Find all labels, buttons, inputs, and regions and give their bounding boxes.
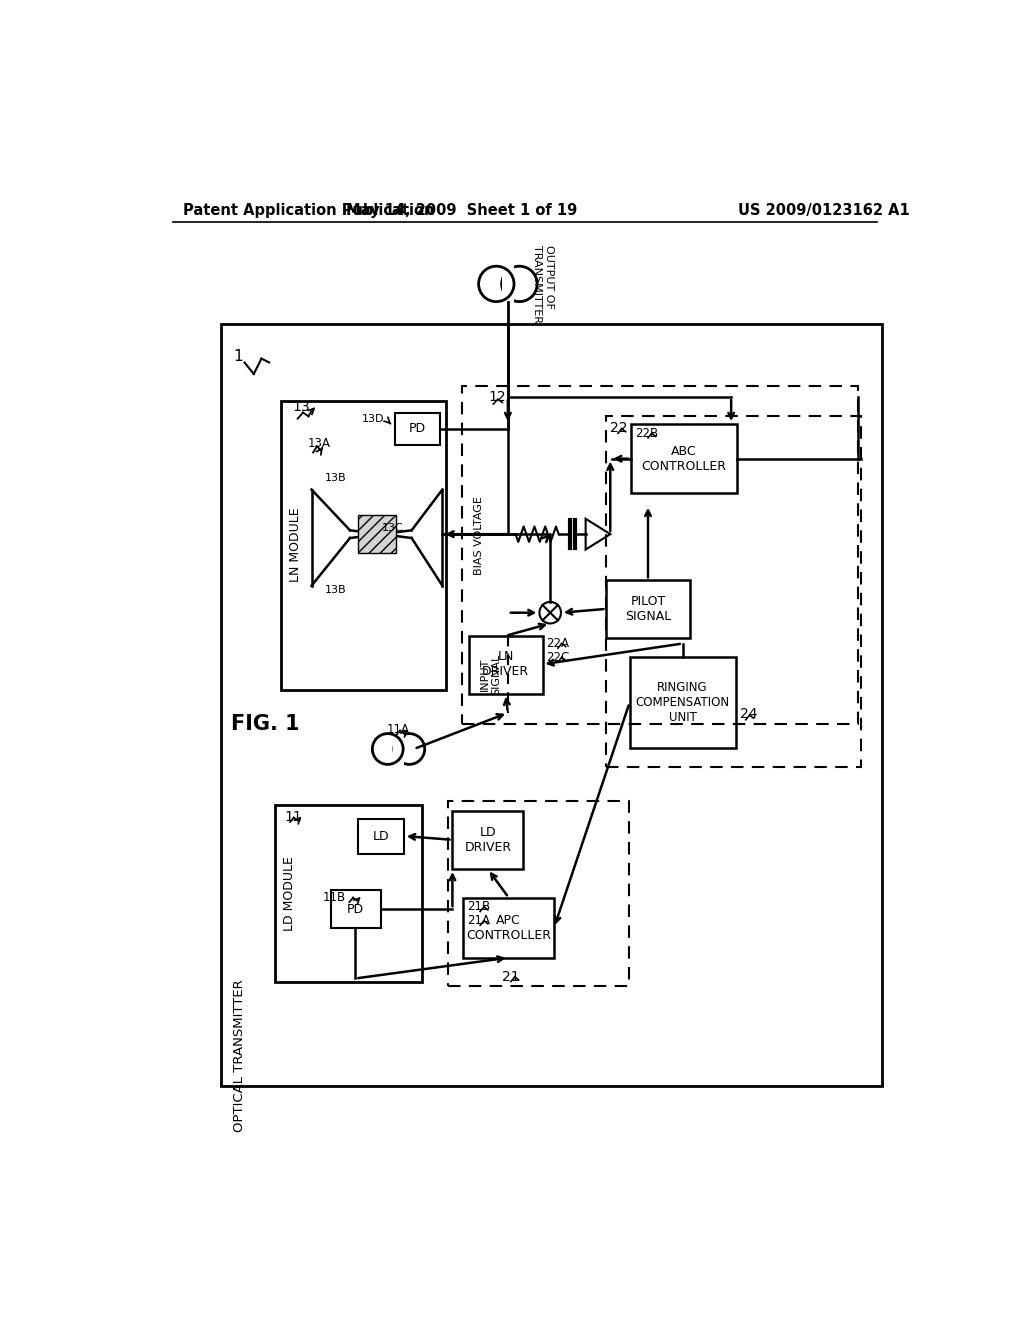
Text: 11A: 11A <box>387 723 410 737</box>
Text: OUTPUT OF
TRANSMITTER: OUTPUT OF TRANSMITTER <box>532 246 554 323</box>
Text: LD MODULE: LD MODULE <box>284 857 297 931</box>
Text: 22B: 22B <box>635 426 658 440</box>
Text: PILOT
SIGNAL: PILOT SIGNAL <box>625 595 671 623</box>
Text: Patent Application Publication: Patent Application Publication <box>183 203 434 218</box>
Text: 13C: 13C <box>382 523 403 533</box>
Text: 21B: 21B <box>467 900 490 913</box>
Text: OPTICAL TRANSMITTER: OPTICAL TRANSMITTER <box>233 979 247 1131</box>
Bar <box>275 805 422 982</box>
Text: 21A: 21A <box>467 915 490 927</box>
Text: RINGING
COMPENSATION
UNIT: RINGING COMPENSATION UNIT <box>636 681 730 725</box>
Text: APC
CONTROLLER: APC CONTROLLER <box>466 913 551 941</box>
Text: 13A: 13A <box>307 437 331 450</box>
Bar <box>357 818 403 854</box>
Bar <box>221 323 882 1086</box>
Bar <box>606 581 689 638</box>
Text: LN
DRIVER: LN DRIVER <box>482 651 529 678</box>
Text: 24: 24 <box>739 708 757 721</box>
Text: 22: 22 <box>610 421 628 434</box>
Text: 11: 11 <box>285 809 302 824</box>
Bar <box>395 413 440 445</box>
Text: ABC
CONTROLLER: ABC CONTROLLER <box>642 445 727 473</box>
Bar <box>447 801 629 986</box>
Text: PD: PD <box>410 422 426 436</box>
Text: 13B: 13B <box>325 585 346 594</box>
Text: 13: 13 <box>292 400 310 414</box>
Bar <box>393 733 403 766</box>
Text: LD: LD <box>373 829 389 842</box>
Text: BIAS VOLTAGE: BIAS VOLTAGE <box>474 496 484 576</box>
Text: 12: 12 <box>488 391 506 404</box>
Text: 13D: 13D <box>362 413 385 424</box>
Text: 22A: 22A <box>547 638 569 649</box>
Bar <box>453 812 523 869</box>
Bar <box>281 401 446 689</box>
Text: 11B: 11B <box>323 891 346 904</box>
Bar <box>462 385 858 725</box>
Bar <box>469 636 543 693</box>
Bar <box>631 424 737 494</box>
Text: 1: 1 <box>233 348 243 364</box>
Bar <box>606 416 860 767</box>
Bar <box>630 657 736 748</box>
Bar <box>357 515 396 553</box>
Text: 22C: 22C <box>547 651 569 664</box>
Text: INPUT
SIGNAL: INPUT SIGNAL <box>480 653 502 694</box>
Text: 13B: 13B <box>325 473 346 483</box>
Text: May 14, 2009  Sheet 1 of 19: May 14, 2009 Sheet 1 of 19 <box>346 203 578 218</box>
Bar <box>463 898 554 958</box>
Text: PD: PD <box>347 903 364 916</box>
Bar <box>331 890 381 928</box>
Text: FIG. 1: FIG. 1 <box>230 714 299 734</box>
Text: LN MODULE: LN MODULE <box>289 508 302 582</box>
Text: 21: 21 <box>502 970 519 983</box>
Bar <box>502 264 514 304</box>
Text: US 2009/0123162 A1: US 2009/0123162 A1 <box>737 203 909 218</box>
Text: LD
DRIVER: LD DRIVER <box>464 826 511 854</box>
